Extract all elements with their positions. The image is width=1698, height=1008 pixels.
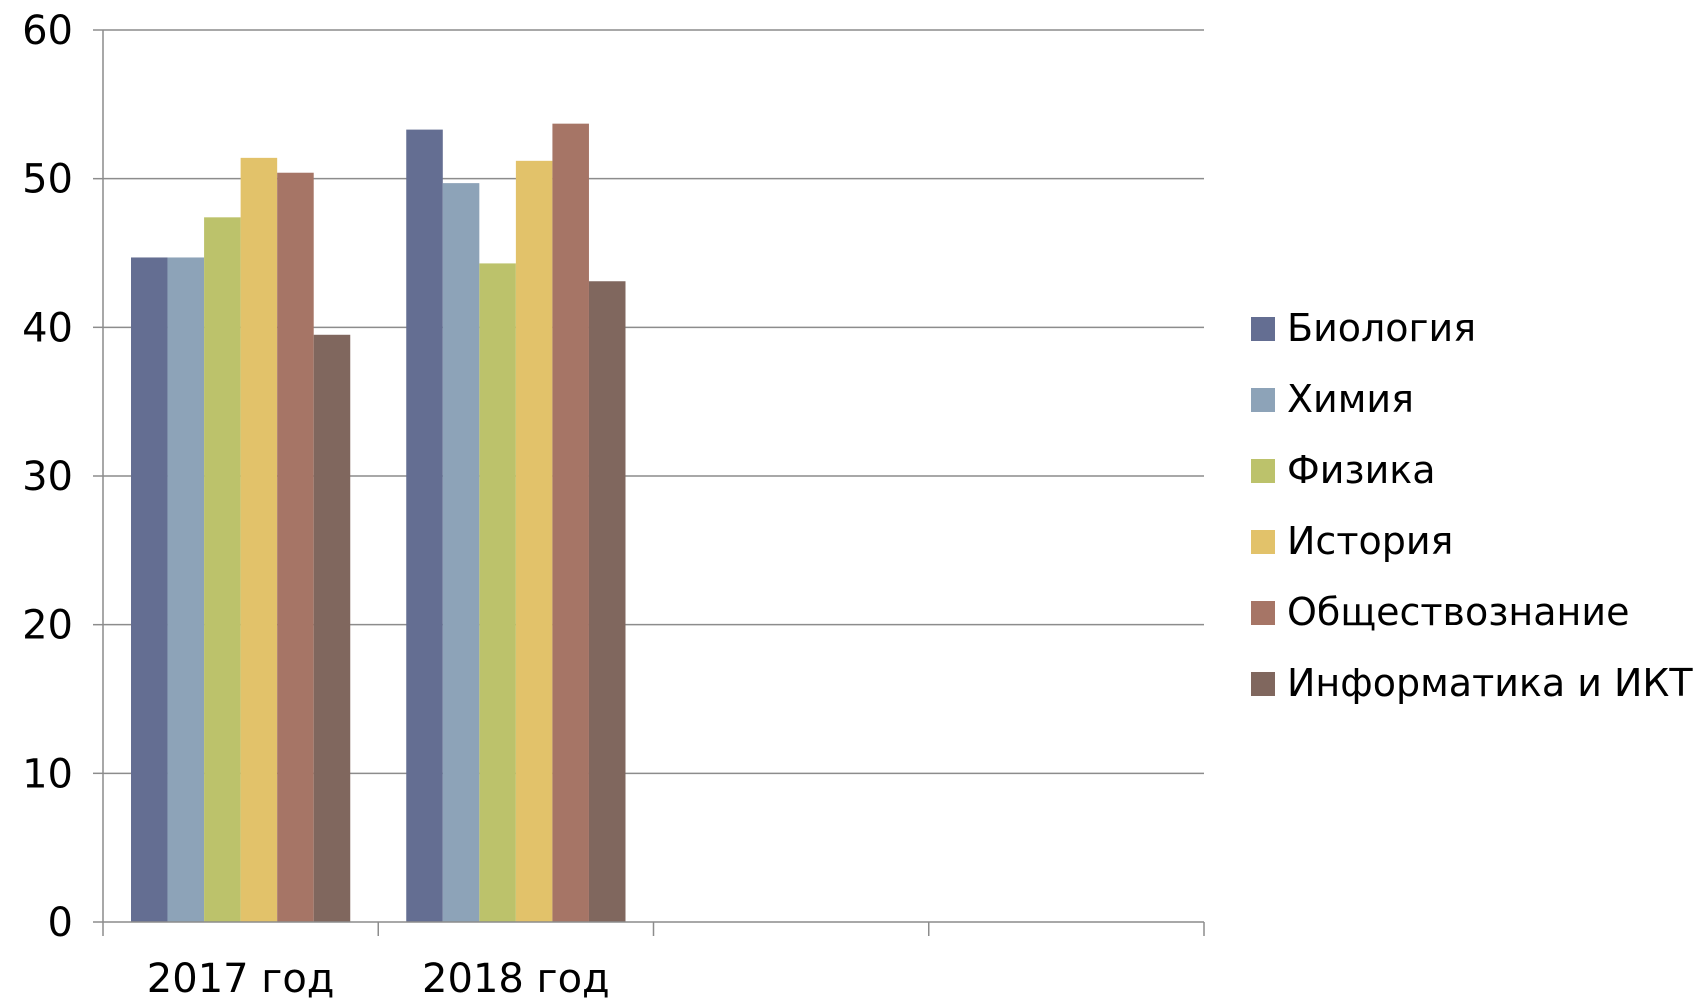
y-tick-label: 30 [22,454,73,500]
bar-1-1 [131,257,168,923]
legend-swatch [1251,388,1275,412]
bars [131,123,626,923]
bar-1-3 [204,217,241,922]
bar-1-2 [167,257,205,923]
legend-swatch [1251,530,1275,554]
y-tick-label: 40 [22,305,73,351]
bar-2-5 [552,123,589,922]
y-tick-labels: 0 10 20 30 40 50 60 [22,8,73,946]
y-tick-label: 0 [48,900,73,946]
y-tick-label: 60 [22,8,73,54]
legend-swatch [1251,317,1275,341]
x-category-label: 2018 год [422,956,610,1002]
bar-2-4 [515,160,553,922]
legend-label: История [1287,519,1453,563]
legend-swatch [1251,459,1275,483]
y-tick-label: 50 [22,157,73,203]
legend-label: Физика [1287,448,1436,492]
legend-label: Биология [1287,306,1476,350]
legend-label: Информатика и ИКТ [1287,661,1693,705]
y-tick-label: 10 [22,751,73,797]
bar-1-4 [240,157,278,922]
legend-swatch [1251,672,1275,696]
bar-1-5 [277,172,314,923]
x-category-label: 2017 год [147,956,335,1002]
bar-1-6 [313,334,351,922]
bar-2-1 [406,129,443,922]
legend-label: Обществознание [1287,590,1629,634]
legend-label: Химия [1287,377,1414,421]
legend-swatch [1251,601,1275,625]
bar-2-2 [442,183,480,923]
bar-2-3 [479,263,516,922]
axes [93,29,1205,936]
y-tick-label: 20 [22,603,73,649]
x-category-labels: 2017 год 2018 год [147,956,610,1002]
legend: Биология Химия Физика История Обществознание… [1251,306,1693,705]
bar-2-6 [588,281,626,922]
